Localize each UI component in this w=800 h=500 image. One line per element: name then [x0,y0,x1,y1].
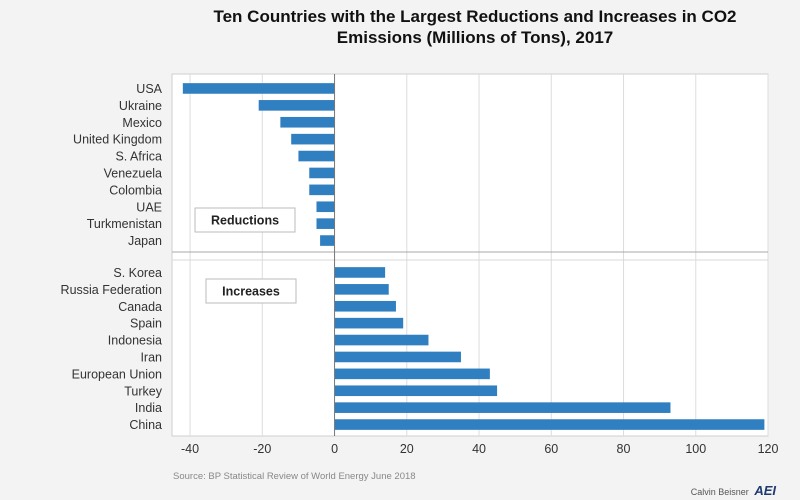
category-label: Indonesia [108,334,162,348]
plot-area [171,73,769,437]
category-label: Russia Federation [61,283,162,297]
bar [258,100,335,111]
x-tick-label: -40 [181,442,199,456]
bar [334,402,671,413]
category-label: China [129,418,162,432]
bar [309,184,335,196]
bar [334,300,396,312]
increases-label: Increases [222,285,280,299]
credit-name: Calvin Beisner [690,487,749,497]
category-label: Venezuela [104,166,162,180]
bar [316,201,335,213]
category-label: Colombia [109,183,162,197]
bar [316,218,335,229]
bar [182,83,335,94]
reductions-label: Reductions [211,214,279,228]
bar [334,284,389,295]
category-label: United Kingdom [73,133,162,147]
x-tick-label: 120 [758,442,779,456]
x-tick-label: 80 [617,442,631,456]
increases-label-box [205,278,297,304]
bar [334,267,386,278]
category-label: European Union [72,367,162,381]
category-label: USA [136,82,162,96]
source-note: Source: BP Statistical Review of World E… [173,471,416,482]
bar [334,334,429,346]
category-label: UAE [136,200,162,214]
bar [334,351,461,363]
reductions-label-box [194,207,296,233]
bar [291,133,335,145]
x-tick-label: 20 [400,442,414,456]
category-label: Iran [140,350,162,364]
x-tick-label: 0 [331,442,338,456]
bar [280,116,335,128]
category-label: India [135,401,162,415]
category-label: Ukraine [119,99,162,113]
chart-title: Ten Countries with the Largest Reduction… [213,7,737,47]
aei-logo: AEI [754,483,776,498]
category-label: Mexico [122,116,162,130]
category-label: S. Korea [113,266,162,280]
credit: Calvin Beisner AEI [691,483,776,498]
category-label: S. Africa [115,150,162,164]
category-label: Turkey [124,384,162,398]
x-tick-label: 100 [685,442,706,456]
category-label: Canada [118,300,162,314]
category-label: Spain [130,317,162,331]
category-label: Turkmenistan [87,217,162,231]
bar [334,385,498,397]
bar [298,150,335,162]
bar [309,167,335,179]
bar [334,368,490,380]
x-tick-label: 60 [544,442,558,456]
bar [334,317,404,329]
category-label: Japan [128,234,162,248]
bar [320,235,335,246]
x-tick-label: 40 [472,442,486,456]
bar [334,419,765,430]
x-tick-label: -20 [253,442,271,456]
